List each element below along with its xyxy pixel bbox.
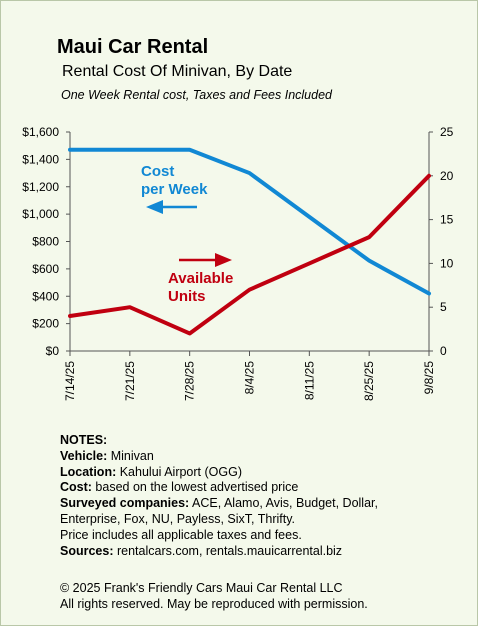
surveyed-value: ACE, Alamo, Avis, Budget, Dollar, Enterp… — [60, 496, 378, 526]
available-units-line — [68, 173, 431, 336]
chart-subtitle: Rental Cost Of Minivan, By Date — [62, 63, 293, 80]
sources-label: Sources: — [60, 543, 114, 558]
y-left-tick-label: $400 — [32, 289, 59, 303]
vehicle-label: Vehicle: — [60, 448, 108, 463]
notes-surveyed: Surveyed companies: ACE, Alamo, Avis, Bu… — [60, 496, 430, 528]
y-right-tick-label: 20 — [440, 169, 454, 183]
available-units-point — [307, 261, 311, 265]
x-tick-label: 8/11/25 — [302, 361, 316, 400]
cost-per-week-point — [427, 292, 431, 296]
location-label: Location: — [60, 464, 117, 479]
y-left-tick-label: $0 — [46, 344, 60, 358]
cost-per-week-point — [307, 215, 311, 219]
chart-subnote: One Week Rental cost, Taxes and Fees Inc… — [61, 88, 332, 102]
cost-per-week-line — [68, 147, 431, 296]
y-left-tick-label: $1,400 — [22, 152, 59, 166]
x-tick-label: 7/28/25 — [183, 361, 197, 401]
y-left-tick-label: $600 — [32, 262, 59, 276]
copyright-line-1: © 2025 Frank's Friendly Cars Maui Car Re… — [60, 581, 343, 595]
available-units-point — [188, 331, 192, 335]
chart-title: Maui Car Rental — [57, 36, 209, 58]
cost-annotation-line-2: per Week — [141, 181, 208, 198]
x-tick-label: 9/8/25 — [422, 361, 436, 395]
y-right-tick-label: 0 — [440, 344, 447, 358]
available-units-point — [248, 288, 251, 292]
location-value: Kahului Airport (OGG) — [116, 464, 242, 479]
left-arrow-icon — [146, 200, 163, 214]
available-units-point — [68, 314, 72, 318]
y-right-tick-label: 25 — [440, 125, 454, 139]
notes-sources: Sources: rentalcars.com, rentals.mauicar… — [60, 544, 430, 560]
line-chart: $0 $200 $400 $600 $800 $1,000 $1,200 $1,400 $1,6… — [22, 125, 454, 401]
notes-location: Location: Kahului Airport (OGG) — [60, 465, 430, 481]
available-units-point — [367, 235, 371, 239]
y-left-tick-label: $1,200 — [22, 180, 59, 194]
y-left-tick-label: $1,000 — [22, 207, 59, 221]
cost-annotation-line-1: Cost — [141, 163, 174, 180]
notes-price: Price includes all applicable taxes and … — [60, 527, 302, 542]
y-right-tick-label: 10 — [440, 256, 454, 270]
cost-value: based on the lowest advertised price — [91, 480, 299, 495]
cost-per-week-point — [248, 171, 251, 175]
x-tick-label: 7/14/25 — [63, 361, 77, 401]
notes-block: NOTES: Vehicle: Minivan Location: Kahulu… — [60, 433, 430, 559]
copyright: © 2025 Frank's Friendly Cars Maui Car Re… — [60, 580, 368, 612]
cost-per-week-point — [367, 259, 371, 263]
cost-per-week-point — [128, 148, 132, 152]
cost-label: Cost: — [60, 480, 92, 495]
surveyed-label: Surveyed companies: — [60, 496, 190, 511]
x-tick-label: 7/21/25 — [123, 361, 137, 401]
y-left-tick-label: $200 — [32, 317, 59, 331]
cost-per-week-point — [188, 148, 192, 152]
x-tick-label: 8/25/25 — [362, 361, 376, 401]
available-units-point — [128, 305, 132, 309]
notes-cost: Cost: based on the lowest advertised pri… — [60, 480, 430, 496]
y-right-tick-label: 15 — [440, 213, 454, 227]
vehicle-value: Minivan — [107, 448, 154, 463]
units-annotation-line-2: Units — [168, 288, 206, 305]
copyright-line-2: All rights reserved. May be reproduced w… — [60, 597, 368, 611]
notes-vehicle: Vehicle: Minivan — [60, 449, 430, 465]
units-annotation-line-1: Available — [168, 270, 233, 287]
y-left-tick-label: $1,600 — [22, 125, 59, 139]
available-units-point — [427, 174, 431, 178]
sources-value: rentalcars.com, rentals.mauicarrental.bi… — [113, 543, 343, 558]
cost-per-week-point — [68, 148, 72, 152]
y-left-tick-label: $800 — [32, 235, 59, 249]
x-tick-label: 8/4/25 — [243, 361, 257, 395]
right-arrow-icon — [215, 253, 232, 267]
y-right-tick-label: 5 — [440, 300, 447, 314]
notes-heading: NOTES: — [60, 433, 108, 447]
